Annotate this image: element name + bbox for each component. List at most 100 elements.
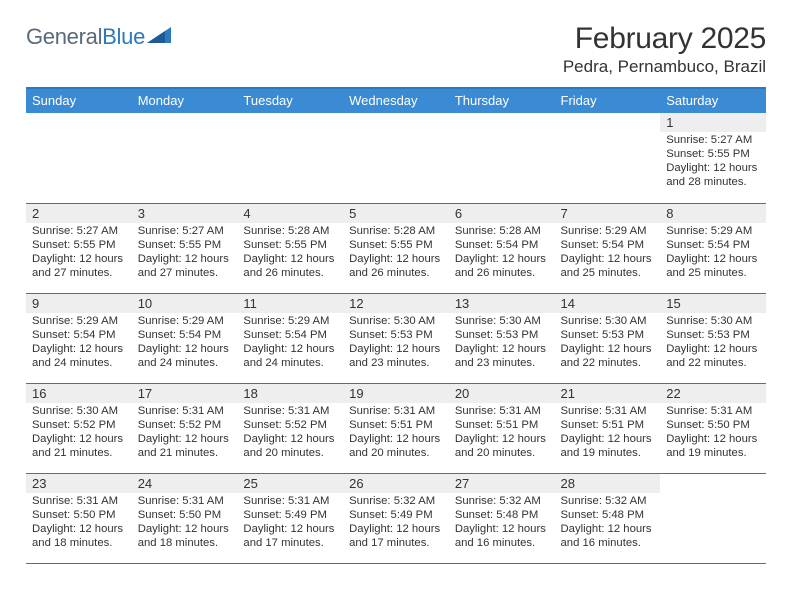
sunrise-text: Sunrise: 5:31 AM [243, 494, 337, 508]
sunrise-text: Sunrise: 5:31 AM [666, 404, 760, 418]
sunset-text: Sunset: 5:50 PM [32, 508, 126, 522]
daylight-line1: Daylight: 12 hours [243, 252, 337, 266]
sunset-text: Sunset: 5:53 PM [561, 328, 655, 342]
weekday-header-row: Sunday Monday Tuesday Wednesday Thursday… [26, 88, 766, 113]
sunset-text: Sunset: 5:52 PM [138, 418, 232, 432]
weekday-wednesday: Wednesday [343, 88, 449, 113]
sunset-text: Sunset: 5:54 PM [561, 238, 655, 252]
sunset-text: Sunset: 5:51 PM [561, 418, 655, 432]
weekday-monday: Monday [132, 88, 238, 113]
day-data: Sunrise: 5:27 AMSunset: 5:55 PMDaylight:… [132, 223, 238, 284]
daylight-line1: Daylight: 12 hours [455, 522, 549, 536]
sunrise-text: Sunrise: 5:30 AM [666, 314, 760, 328]
calendar-row: 23Sunrise: 5:31 AMSunset: 5:50 PMDayligh… [26, 473, 766, 563]
calendar-cell: .. [660, 473, 766, 563]
calendar-cell: 26Sunrise: 5:32 AMSunset: 5:49 PMDayligh… [343, 473, 449, 563]
sunrise-text: Sunrise: 5:30 AM [32, 404, 126, 418]
day-number: 1 [660, 113, 766, 132]
sunrise-text: Sunrise: 5:29 AM [243, 314, 337, 328]
daylight-line1: Daylight: 12 hours [455, 252, 549, 266]
calendar-cell: 10Sunrise: 5:29 AMSunset: 5:54 PMDayligh… [132, 293, 238, 383]
calendar-cell: 7Sunrise: 5:29 AMSunset: 5:54 PMDaylight… [555, 203, 661, 293]
sunrise-text: Sunrise: 5:27 AM [138, 224, 232, 238]
day-number: 22 [660, 384, 766, 403]
calendar-cell: 25Sunrise: 5:31 AMSunset: 5:49 PMDayligh… [237, 473, 343, 563]
location: Pedra, Pernambuco, Brazil [563, 57, 766, 77]
day-data: Sunrise: 5:28 AMSunset: 5:54 PMDaylight:… [449, 223, 555, 284]
day-number: 23 [26, 474, 132, 493]
calendar-cell: 8Sunrise: 5:29 AMSunset: 5:54 PMDaylight… [660, 203, 766, 293]
brand-part1: General [26, 24, 102, 49]
calendar-cell: 2Sunrise: 5:27 AMSunset: 5:55 PMDaylight… [26, 203, 132, 293]
calendar-cell: 27Sunrise: 5:32 AMSunset: 5:48 PMDayligh… [449, 473, 555, 563]
daylight-line2: and 24 minutes. [138, 356, 232, 370]
day-number: 11 [237, 294, 343, 313]
calendar-cell: 6Sunrise: 5:28 AMSunset: 5:54 PMDaylight… [449, 203, 555, 293]
daylight-line2: and 23 minutes. [455, 356, 549, 370]
daylight-line2: and 28 minutes. [666, 175, 760, 189]
day-data: Sunrise: 5:27 AMSunset: 5:55 PMDaylight:… [26, 223, 132, 284]
calendar-cell: 19Sunrise: 5:31 AMSunset: 5:51 PMDayligh… [343, 383, 449, 473]
daylight-line1: Daylight: 12 hours [138, 342, 232, 356]
daylight-line2: and 21 minutes. [138, 446, 232, 460]
day-number: 3 [132, 204, 238, 223]
daylight-line1: Daylight: 12 hours [666, 342, 760, 356]
sunset-text: Sunset: 5:54 PM [138, 328, 232, 342]
sunrise-text: Sunrise: 5:27 AM [32, 224, 126, 238]
day-data: Sunrise: 5:31 AMSunset: 5:50 PMDaylight:… [132, 493, 238, 554]
sunset-text: Sunset: 5:54 PM [666, 238, 760, 252]
daylight-line2: and 24 minutes. [243, 356, 337, 370]
daylight-line1: Daylight: 12 hours [455, 342, 549, 356]
daylight-line1: Daylight: 12 hours [666, 161, 760, 175]
calendar-row: ............1Sunrise: 5:27 AMSunset: 5:5… [26, 113, 766, 203]
day-data: Sunrise: 5:31 AMSunset: 5:52 PMDaylight:… [237, 403, 343, 464]
sunset-text: Sunset: 5:49 PM [243, 508, 337, 522]
calendar-cell: 5Sunrise: 5:28 AMSunset: 5:55 PMDaylight… [343, 203, 449, 293]
day-number: 16 [26, 384, 132, 403]
sunset-text: Sunset: 5:52 PM [243, 418, 337, 432]
sunrise-text: Sunrise: 5:28 AM [243, 224, 337, 238]
daylight-line2: and 27 minutes. [32, 266, 126, 280]
day-data: Sunrise: 5:31 AMSunset: 5:50 PMDaylight:… [26, 493, 132, 554]
daylight-line2: and 26 minutes. [349, 266, 443, 280]
brand-part2: Blue [102, 24, 145, 49]
calendar-cell: 23Sunrise: 5:31 AMSunset: 5:50 PMDayligh… [26, 473, 132, 563]
brand-text: GeneralBlue [26, 24, 145, 50]
day-data: Sunrise: 5:32 AMSunset: 5:48 PMDaylight:… [555, 493, 661, 554]
daylight-line1: Daylight: 12 hours [561, 342, 655, 356]
daylight-line2: and 22 minutes. [666, 356, 760, 370]
sunset-text: Sunset: 5:49 PM [349, 508, 443, 522]
calendar-cell: 24Sunrise: 5:31 AMSunset: 5:50 PMDayligh… [132, 473, 238, 563]
day-data: Sunrise: 5:29 AMSunset: 5:54 PMDaylight:… [26, 313, 132, 374]
daylight-line1: Daylight: 12 hours [349, 522, 443, 536]
day-data: Sunrise: 5:32 AMSunset: 5:48 PMDaylight:… [449, 493, 555, 554]
calendar-cell: 3Sunrise: 5:27 AMSunset: 5:55 PMDaylight… [132, 203, 238, 293]
day-number: 10 [132, 294, 238, 313]
day-number: 25 [237, 474, 343, 493]
calendar-cell: .. [343, 113, 449, 203]
sunrise-text: Sunrise: 5:32 AM [561, 494, 655, 508]
calendar-cell: .. [449, 113, 555, 203]
brand-triangle-icon [147, 25, 173, 50]
sunset-text: Sunset: 5:51 PM [455, 418, 549, 432]
calendar-cell: .. [26, 113, 132, 203]
sunrise-text: Sunrise: 5:29 AM [32, 314, 126, 328]
day-number: 4 [237, 204, 343, 223]
daylight-line1: Daylight: 12 hours [349, 252, 443, 266]
calendar-cell: 28Sunrise: 5:32 AMSunset: 5:48 PMDayligh… [555, 473, 661, 563]
daylight-line1: Daylight: 12 hours [561, 522, 655, 536]
daylight-line1: Daylight: 12 hours [243, 522, 337, 536]
day-number: 13 [449, 294, 555, 313]
weekday-saturday: Saturday [660, 88, 766, 113]
daylight-line1: Daylight: 12 hours [32, 522, 126, 536]
sunrise-text: Sunrise: 5:31 AM [138, 494, 232, 508]
day-data: Sunrise: 5:30 AMSunset: 5:53 PMDaylight:… [660, 313, 766, 374]
daylight-line1: Daylight: 12 hours [138, 432, 232, 446]
daylight-line1: Daylight: 12 hours [32, 432, 126, 446]
day-data: Sunrise: 5:31 AMSunset: 5:51 PMDaylight:… [343, 403, 449, 464]
day-data: Sunrise: 5:29 AMSunset: 5:54 PMDaylight:… [237, 313, 343, 374]
daylight-line1: Daylight: 12 hours [561, 432, 655, 446]
daylight-line1: Daylight: 12 hours [561, 252, 655, 266]
day-data: Sunrise: 5:31 AMSunset: 5:52 PMDaylight:… [132, 403, 238, 464]
day-data: Sunrise: 5:28 AMSunset: 5:55 PMDaylight:… [343, 223, 449, 284]
